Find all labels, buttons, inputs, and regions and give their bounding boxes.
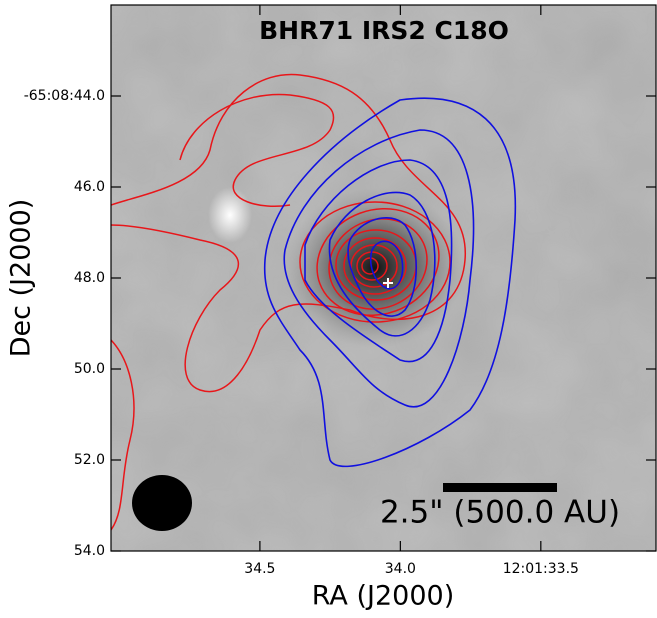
y-tick-label: 48.0 [74,270,105,286]
chart-title: BHR71 IRS2 C18O [259,16,509,45]
image [111,5,656,551]
x-tick-label: 34.5 [244,561,275,577]
x-tick-label: 34.0 [385,561,416,577]
scale-bar-label: 2.5" (500.0 AU) [380,495,620,531]
y-tick-label: 54.0 [74,543,105,559]
red-contours [111,73,466,531]
scale-bar [443,483,557,492]
y-tick-label: -65:08:44.0 [24,88,105,104]
y-tick-label: 46.0 [74,179,105,195]
y-tick-label: 52.0 [74,452,105,468]
x-axis-label: RA (J2000) [312,581,454,612]
y-axis-label: Dec (J2000) [6,199,37,358]
x-tick-label: 12:01:33.5 [503,561,579,577]
source-marker [383,278,393,288]
beam [132,475,192,531]
y-tick-label: 50.0 [74,361,105,377]
blue-contours [263,97,517,468]
